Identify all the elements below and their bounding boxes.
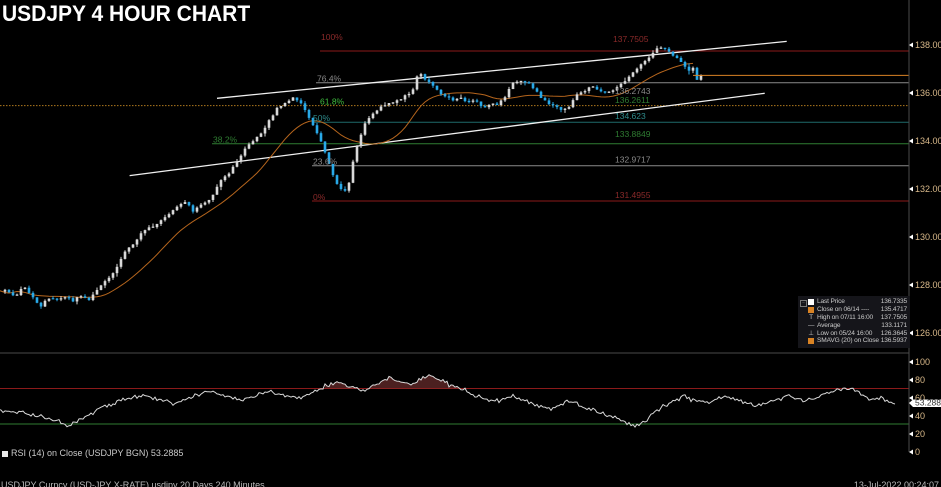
- svg-text:38.2%: 38.2%: [213, 135, 238, 145]
- svg-text:130.00: 130.00: [915, 232, 941, 242]
- svg-text:100: 100: [915, 357, 930, 367]
- svg-text:0: 0: [915, 447, 920, 457]
- svg-text:100%: 100%: [321, 32, 343, 42]
- svg-text:126.00: 126.00: [915, 328, 941, 338]
- svg-text:0%: 0%: [313, 192, 326, 202]
- svg-text:80: 80: [915, 375, 925, 385]
- svg-text:134.00: 134.00: [915, 136, 941, 146]
- svg-text:40: 40: [915, 411, 925, 421]
- svg-text:128.00: 128.00: [915, 280, 941, 290]
- svg-text:23.6%: 23.6%: [313, 157, 338, 167]
- svg-text:134.623: 134.623: [615, 111, 646, 121]
- svg-text:61.8%: 61.8%: [320, 97, 345, 107]
- svg-text:76.4%: 76.4%: [317, 74, 342, 84]
- svg-text:50%: 50%: [313, 113, 330, 123]
- svg-text:53.2885: 53.2885: [915, 398, 941, 408]
- svg-text:136.00: 136.00: [915, 88, 941, 98]
- svg-text:136.2611: 136.2611: [615, 95, 650, 105]
- svg-text:131.4955: 131.4955: [615, 190, 651, 200]
- svg-text:138.00: 138.00: [915, 40, 941, 50]
- svg-text:137.7505: 137.7505: [613, 34, 649, 44]
- svg-text:133.8849: 133.8849: [615, 129, 651, 139]
- svg-text:132.9717: 132.9717: [615, 155, 651, 165]
- svg-text:20: 20: [915, 429, 925, 439]
- svg-text:132.00: 132.00: [915, 184, 941, 194]
